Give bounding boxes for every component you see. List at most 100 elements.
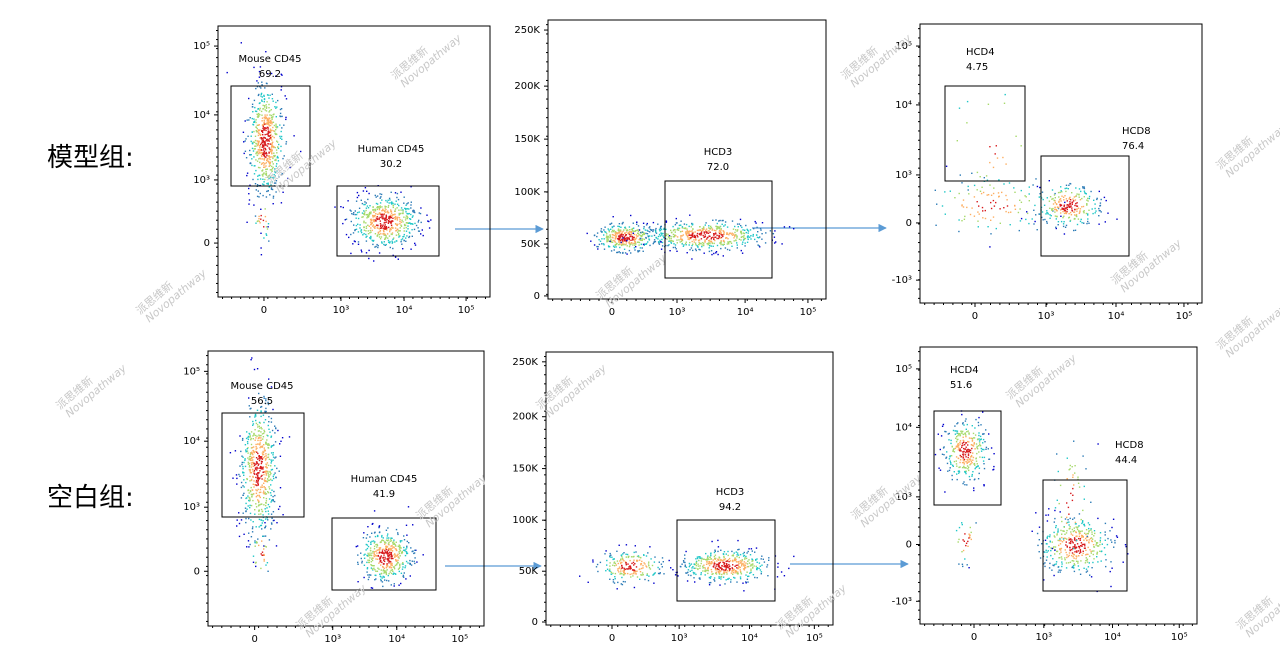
event-dot xyxy=(263,554,265,556)
event-dot xyxy=(634,249,636,251)
event-dot xyxy=(939,469,942,471)
event-dot xyxy=(393,568,396,570)
event-dot xyxy=(743,236,745,238)
event-dot xyxy=(274,465,276,467)
event-dot xyxy=(396,218,398,220)
event-dot xyxy=(266,456,268,459)
event-dot xyxy=(256,451,258,453)
event-dot xyxy=(740,249,742,252)
event-dot xyxy=(363,210,365,212)
event-dot xyxy=(987,194,990,196)
event-dot xyxy=(761,222,764,224)
event-dot xyxy=(639,231,642,234)
event-dot xyxy=(269,169,272,171)
event-dot xyxy=(352,232,355,234)
event-dot xyxy=(251,495,253,497)
event-dot xyxy=(1066,211,1068,213)
event-dot xyxy=(257,538,259,540)
event-dot xyxy=(250,140,252,143)
event-dot xyxy=(250,154,252,156)
event-dot xyxy=(263,490,265,492)
event-dot xyxy=(264,410,266,412)
event-dot xyxy=(709,240,711,243)
event-dot xyxy=(258,392,260,395)
event-dot xyxy=(720,549,722,551)
event-dot xyxy=(642,567,644,569)
event-dot xyxy=(706,238,708,240)
event-dot xyxy=(384,217,386,219)
event-dot xyxy=(981,448,984,451)
event-dot xyxy=(278,176,280,178)
event-dot xyxy=(651,564,654,567)
event-dot xyxy=(393,572,395,574)
event-dot xyxy=(1083,222,1085,224)
event-dot xyxy=(698,559,700,562)
event-dot xyxy=(272,511,275,513)
event-dot xyxy=(383,234,385,236)
gate-name: HCD8 xyxy=(1122,126,1151,137)
event-dot xyxy=(403,549,405,551)
event-dot xyxy=(248,199,251,201)
event-dot xyxy=(1055,227,1057,230)
event-dot xyxy=(645,232,647,235)
event-dot xyxy=(1005,194,1007,197)
event-dot xyxy=(259,496,261,499)
event-dot xyxy=(1051,198,1053,200)
event-dot xyxy=(256,447,258,449)
event-dot xyxy=(399,545,401,547)
event-dot xyxy=(1076,223,1079,226)
event-dot xyxy=(366,190,368,192)
event-dot xyxy=(750,568,752,570)
event-dot xyxy=(703,243,705,245)
event-dot xyxy=(958,192,960,195)
event-dot xyxy=(271,143,273,145)
event-dot xyxy=(655,237,658,239)
event-dot xyxy=(1048,180,1050,182)
event-dot xyxy=(271,517,273,519)
event-dot xyxy=(1058,200,1060,203)
event-dot xyxy=(726,571,728,574)
event-dot xyxy=(1020,217,1023,220)
event-dot xyxy=(267,444,269,446)
event-dot xyxy=(665,228,667,231)
event-dot xyxy=(270,460,273,462)
event-dot xyxy=(418,219,420,222)
event-dot xyxy=(953,471,955,473)
event-dot xyxy=(381,539,384,541)
event-dot xyxy=(635,566,638,568)
event-dot xyxy=(259,148,261,151)
event-dot xyxy=(728,563,730,566)
event-dot xyxy=(390,572,393,575)
event-dot xyxy=(695,238,697,241)
event-dot xyxy=(272,116,274,118)
event-dot xyxy=(1071,210,1074,212)
event-dot xyxy=(949,455,951,457)
event-dot xyxy=(269,148,271,151)
event-dot xyxy=(944,491,946,493)
event-dot xyxy=(767,575,769,577)
gate xyxy=(944,85,1026,182)
event-dot xyxy=(617,569,619,572)
event-dot xyxy=(976,446,978,449)
event-dot xyxy=(261,486,264,488)
event-dot xyxy=(428,227,431,229)
event-dot xyxy=(374,531,376,533)
event-dot xyxy=(632,238,634,240)
event-dot xyxy=(630,252,632,254)
event-dot xyxy=(1068,213,1070,215)
event-dot xyxy=(362,537,365,539)
event-dot xyxy=(744,567,747,569)
event-dot xyxy=(254,183,257,185)
event-dot xyxy=(375,543,377,546)
event-dot xyxy=(660,232,662,234)
event-dot xyxy=(720,247,722,250)
event-dot xyxy=(1076,215,1078,218)
event-dot xyxy=(412,210,414,212)
event-dot xyxy=(378,233,380,236)
event-dot xyxy=(272,114,274,116)
event-dot xyxy=(254,509,256,511)
event-dot xyxy=(649,568,652,570)
event-dot xyxy=(1057,206,1060,209)
event-dot xyxy=(258,501,260,504)
event-dot xyxy=(648,227,650,229)
